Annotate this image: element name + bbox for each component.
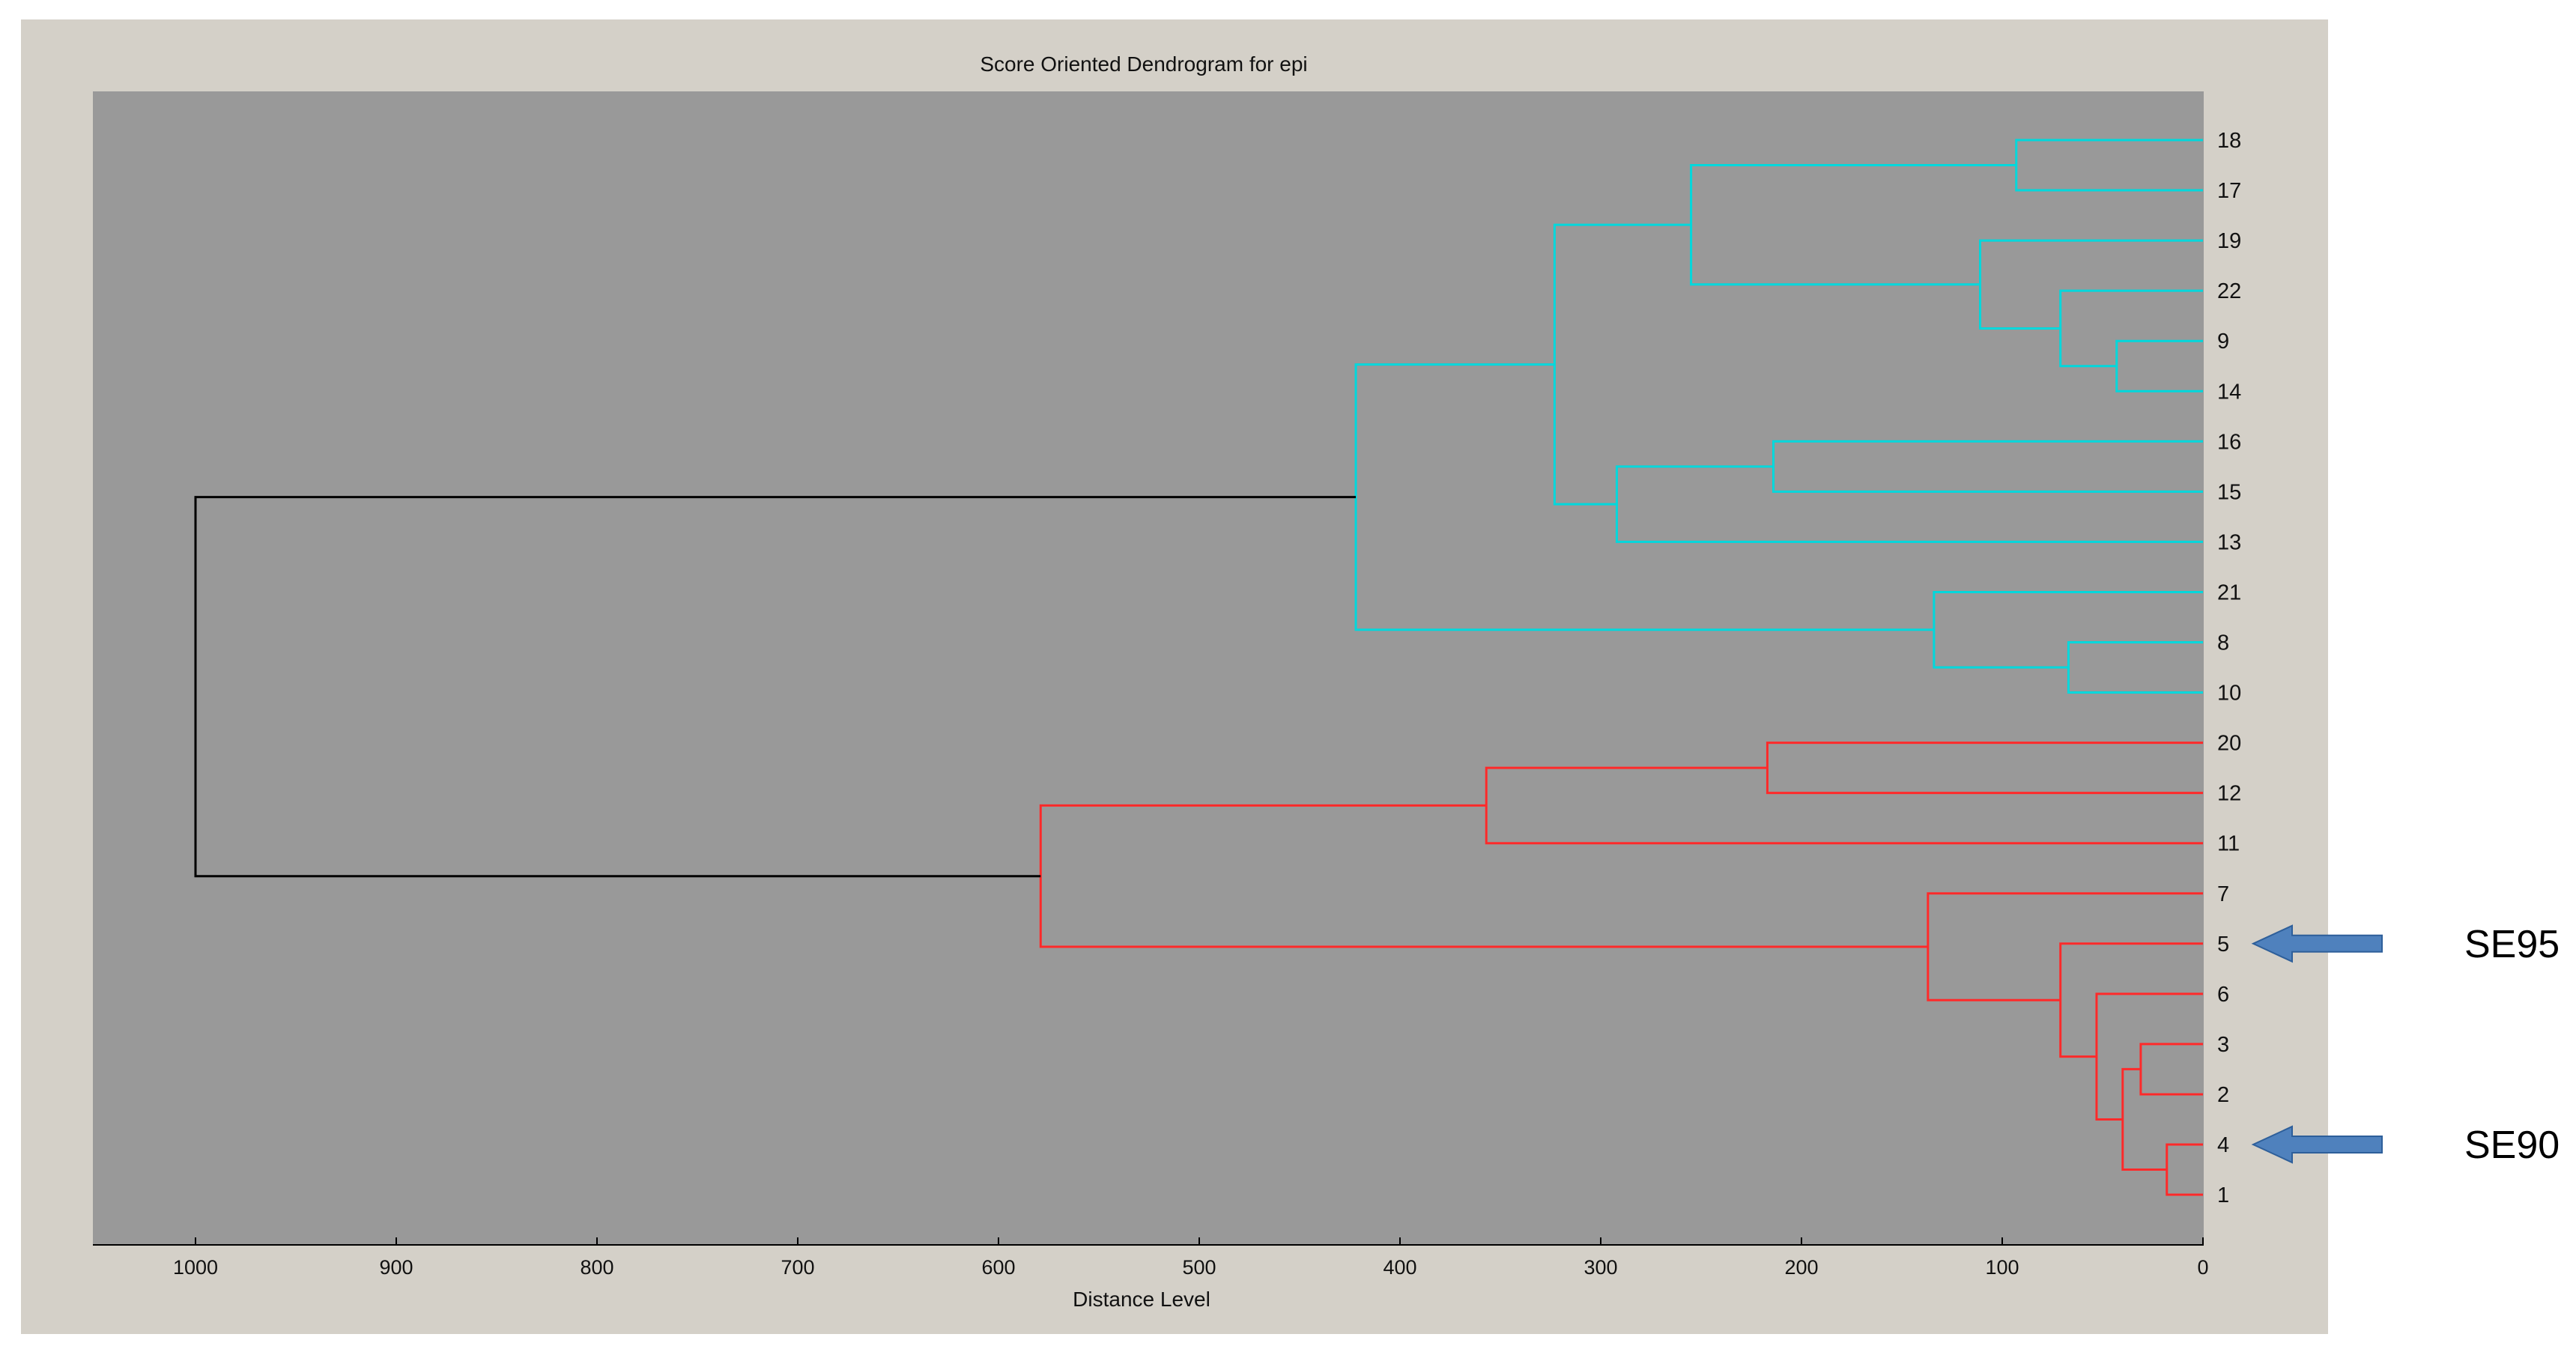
- leaf-label: 3: [2217, 1033, 2229, 1057]
- annotation: SE95: [2251, 923, 2560, 966]
- leaf-label: 5: [2217, 933, 2229, 957]
- x-tick-label: 0: [2197, 1256, 2208, 1279]
- leaf-label: 12: [2217, 782, 2241, 806]
- leaf-label: 18: [2217, 129, 2241, 153]
- leaf-label: 14: [2217, 380, 2241, 404]
- leaf-label: 11: [2217, 832, 2240, 856]
- plot-area: [93, 91, 2204, 1245]
- x-axis-label: Distance Level: [1073, 1288, 1210, 1311]
- leaf-label: 17: [2217, 179, 2241, 203]
- dendrogram-link-path: [194, 496, 1357, 878]
- x-tick-label: 100: [1985, 1256, 2019, 1279]
- leaf-label: 7: [2217, 882, 2229, 906]
- annotations: SE95 SE90: [2251, 923, 2560, 1167]
- leaf-label: 13: [2217, 530, 2241, 554]
- leaf-label: 10: [2217, 682, 2241, 706]
- x-tick-label: 800: [580, 1256, 613, 1279]
- arrow-left-icon: [2251, 924, 2383, 963]
- leaf-label: 4: [2217, 1133, 2229, 1157]
- leaf-label: 16: [2217, 430, 2241, 454]
- x-tick-label: 700: [781, 1256, 814, 1279]
- leaf-label: 9: [2217, 330, 2229, 354]
- leaf-label: 21: [2217, 580, 2241, 604]
- leaf-label: 1: [2217, 1183, 2229, 1207]
- chart-title: Score Oriented Dendrogram for epi: [980, 52, 1307, 76]
- dendrogram-links: [194, 139, 2203, 1196]
- leaf-labels: 18 17 19 22 9 14 16 15 13 21 8 10 20 12 11 7 5 6 3 2 4 1: [2217, 129, 2241, 1207]
- leaf-label: 22: [2217, 279, 2241, 303]
- x-tick-label: 200: [1784, 1256, 1818, 1279]
- x-tick-label: 400: [1383, 1256, 1416, 1279]
- leaf-label: 6: [2217, 983, 2229, 1007]
- leaf-label: 20: [2217, 732, 2241, 756]
- dendrogram-link: [194, 496, 1357, 878]
- leaf-label: 19: [2217, 229, 2241, 253]
- x-tick-label: 300: [1584, 1256, 1617, 1279]
- x-tick-label: 600: [981, 1256, 1015, 1279]
- leaf-label: 15: [2217, 480, 2241, 504]
- x-tick-label: 500: [1182, 1256, 1216, 1279]
- arrow-left-icon: [2251, 1125, 2383, 1164]
- leaf-label: 2: [2217, 1083, 2229, 1107]
- x-axis-ticks: 1000 900 800 700 600 500 400 300 200 100 0: [173, 1237, 2209, 1279]
- annotation-label: SE95: [2464, 923, 2560, 966]
- annotation-label: SE90: [2464, 1124, 2560, 1167]
- annotation: SE90: [2251, 1124, 2560, 1167]
- leaf-label: 8: [2217, 631, 2229, 655]
- x-tick-label: 900: [379, 1256, 413, 1279]
- x-axis: 1000 900 800 700 600 500 400 300 200 100 0: [93, 1237, 2209, 1279]
- x-tick-label: 1000: [173, 1256, 218, 1279]
